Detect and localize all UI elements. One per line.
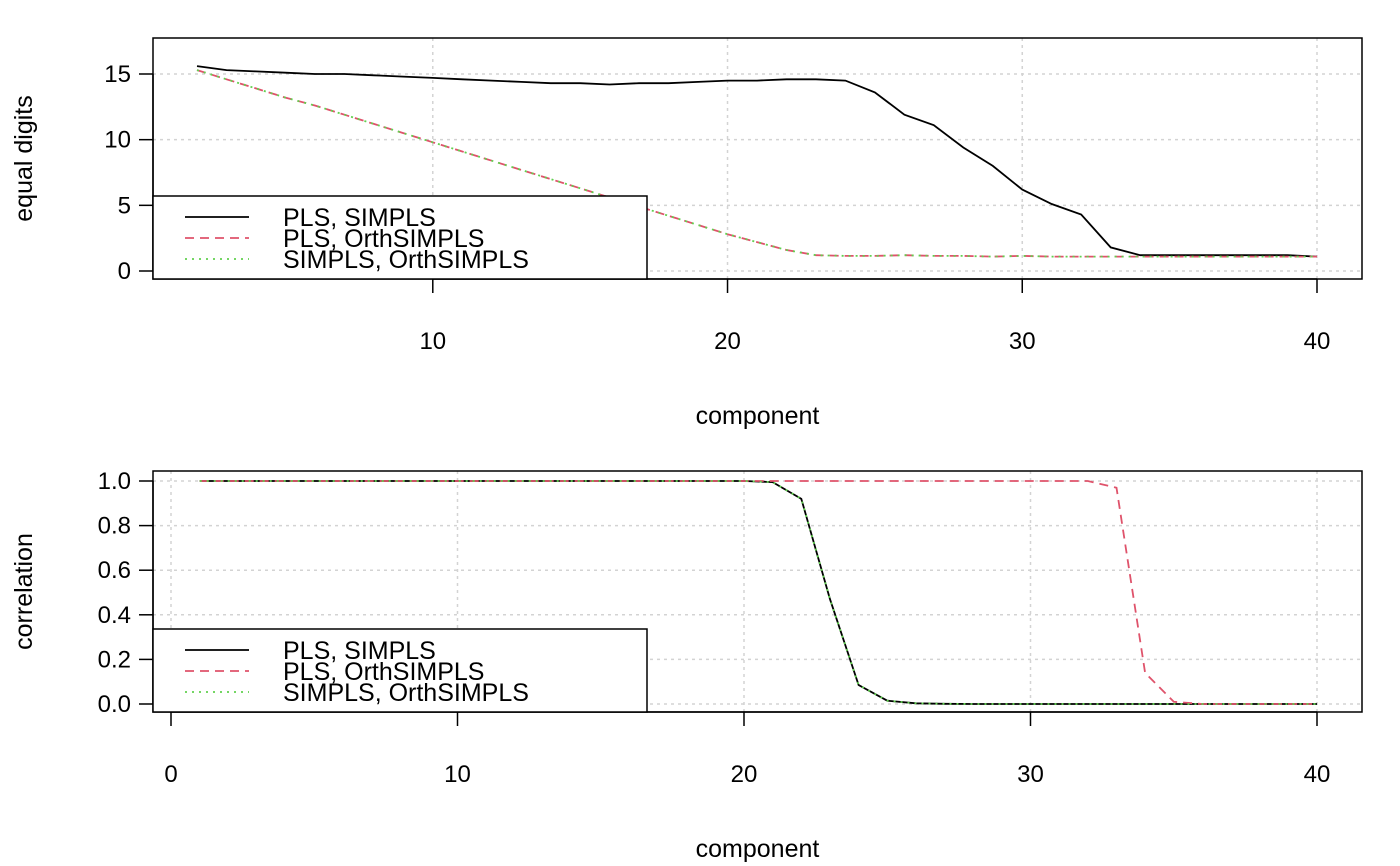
y-tick-label: 0.0 xyxy=(98,691,131,718)
series-line-3 xyxy=(196,69,1317,258)
legend-label-3: SIMPLS, OrthSIMPLS xyxy=(283,246,529,274)
legend-label-3: SIMPLS, OrthSIMPLS xyxy=(283,679,529,707)
legend-label-2: PLS, OrthSIMPLS xyxy=(283,658,484,686)
y-tick-label: 0.8 xyxy=(98,513,131,540)
y-axis-label: correlation xyxy=(10,533,38,650)
y-tick-label: 15 xyxy=(104,61,131,88)
y-tick-label: 1.0 xyxy=(98,468,131,495)
y-tick-label: 10 xyxy=(104,127,131,154)
y-tick-label: 0.4 xyxy=(98,602,131,629)
legend-box xyxy=(152,195,648,280)
x-tick-label: 10 xyxy=(444,761,471,788)
x-tick-label: 30 xyxy=(1017,761,1044,788)
series-line-1 xyxy=(196,65,1318,258)
legend-label-1: PLS, SIMPLS xyxy=(283,637,436,665)
y-tick-label: 0.2 xyxy=(98,646,131,673)
x-axis-label: component xyxy=(696,835,820,863)
x-tick-label: 40 xyxy=(1304,328,1331,355)
equal-digits-panel: 10 20 30 40 0 5 10 15 component equal digits PLS, … xyxy=(10,37,1363,430)
x-tick-label: 10 xyxy=(419,328,446,355)
y-tick-label: 0 xyxy=(118,258,131,285)
x-tick-label: 0 xyxy=(164,761,177,788)
series-line-2 xyxy=(199,480,1317,705)
x-tick-label: 20 xyxy=(714,328,741,355)
x-tick-label: 20 xyxy=(731,761,758,788)
correlation-panel: 0 10 20 30 40 0.0 0.2 0.4 0.6 0.8 1.0 component corr… xyxy=(10,468,1363,863)
x-axis-label: component xyxy=(696,402,820,430)
legend-label-2: PLS, OrthSIMPLS xyxy=(283,225,484,253)
y-axis-label: equal digits xyxy=(10,95,38,221)
y-tick-label: 0.6 xyxy=(98,557,131,584)
y-tick-label: 5 xyxy=(118,192,131,219)
legend-label-1: PLS, SIMPLS xyxy=(283,204,436,232)
x-tick-label: 40 xyxy=(1304,761,1331,788)
x-tick-label: 30 xyxy=(1009,328,1036,355)
